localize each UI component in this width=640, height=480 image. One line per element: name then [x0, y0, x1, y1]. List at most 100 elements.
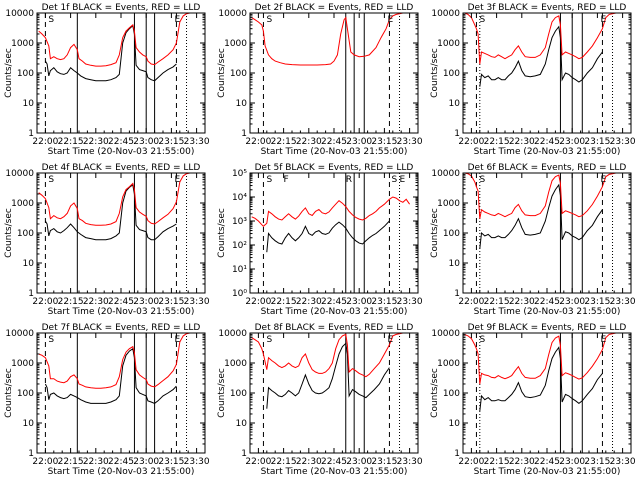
y-axis-label: Counts/sec: [4, 208, 14, 258]
plot-frame: [462, 12, 632, 134]
x-tick-label: 23:00: [559, 137, 585, 147]
detector-panel-6: Det 6f BLACK = Events, RED = LLD Start Ti…: [430, 163, 636, 317]
x-axis-label: Start Time (20-Nov-03 21:55:00): [48, 467, 195, 477]
plot-frame: [36, 172, 206, 294]
flag-marker: S: [266, 335, 272, 345]
y-tick-label: 10⁰: [232, 289, 247, 299]
flag-marker: E: [399, 175, 405, 185]
y-axis-label: Counts/sec: [4, 48, 14, 98]
x-tick-label: 23:30: [184, 457, 210, 467]
x-tick-label: 23:30: [184, 137, 210, 147]
x-tick-label: 22:15: [484, 297, 510, 307]
x-axis-label: Start Time (20-Nov-03 21:55:00): [261, 467, 408, 477]
y-tick-label: 10⁴: [232, 193, 247, 203]
x-tick-label: 23:00: [133, 297, 159, 307]
series-line-events: [44, 347, 177, 404]
y-tick-label: 100: [230, 69, 247, 79]
y-tick-label: 10: [23, 419, 35, 429]
y-tick-label: 10000: [5, 9, 34, 19]
series-line-lld: [251, 12, 404, 66]
panel-title: Det 2f BLACK = Events, RED = LLD: [255, 3, 414, 13]
x-tick-label: 23:15: [584, 137, 610, 147]
y-axis-label: Counts/sec: [430, 208, 440, 258]
x-tick-label: 22:45: [108, 137, 134, 147]
y-tick-label: 100: [17, 69, 34, 79]
detector-panel-9: Det 9f BLACK = Events, RED = LLD Start Ti…: [430, 323, 636, 477]
x-tick-label: 22:15: [58, 457, 84, 467]
x-axis-label: Start Time (20-Nov-03 21:55:00): [48, 307, 195, 317]
x-tick-label: 22:00: [32, 137, 58, 147]
y-tick-label: 10000: [5, 329, 34, 339]
x-tick-label: 22:00: [458, 297, 484, 307]
y-tick-label: 100: [17, 389, 34, 399]
y-tick-label: 10¹: [232, 265, 247, 275]
flag-marker: E: [601, 15, 607, 25]
x-tick-label: 22:30: [509, 297, 535, 307]
y-tick-label: 10000: [431, 9, 460, 19]
panel-title: Det 6f BLACK = Events, RED = LLD: [468, 163, 627, 173]
detector-panel-7: Det 7f BLACK = Events, RED = LLD Start Ti…: [4, 323, 210, 477]
flag-marker: S: [48, 15, 54, 25]
y-tick-label: 1000: [11, 359, 34, 369]
y-tick-label: 1: [454, 449, 460, 459]
x-tick-label: 22:45: [534, 297, 560, 307]
y-tick-label: 10000: [5, 169, 34, 179]
detector-panel-5: Det 5f BLACK = Events, RED = LLD Start Ti…: [217, 163, 423, 317]
x-tick-label: 22:00: [245, 137, 271, 147]
y-tick-label: 10²: [232, 241, 247, 251]
x-tick-label: 22:15: [271, 457, 297, 467]
x-tick-label: 22:00: [458, 137, 484, 147]
y-tick-label: 1: [28, 449, 34, 459]
y-axis-label: Counts/sec: [430, 48, 440, 98]
x-tick-label: 23:15: [371, 137, 397, 147]
y-tick-label: 10000: [431, 329, 460, 339]
y-tick-label: 1000: [224, 359, 247, 369]
panel-title: Det 5f BLACK = Events, RED = LLD: [255, 163, 414, 173]
x-tick-label: 22:15: [58, 137, 84, 147]
x-tick-label: 22:45: [108, 297, 134, 307]
y-tick-label: 1000: [437, 39, 460, 49]
y-tick-label: 10000: [431, 169, 460, 179]
x-tick-label: 22:30: [509, 457, 535, 467]
flag-marker: S: [479, 335, 485, 345]
x-tick-label: 22:15: [271, 297, 297, 307]
y-tick-label: 1: [28, 289, 34, 299]
x-tick-label: 22:00: [245, 297, 271, 307]
series-line-events: [266, 342, 390, 409]
series-line-lld: [464, 12, 617, 65]
x-tick-label: 23:30: [610, 457, 636, 467]
flag-marker: S: [266, 15, 272, 25]
x-tick-label: 22:30: [83, 137, 109, 147]
flag-marker: E: [388, 335, 394, 345]
y-tick-label: 10⁵: [232, 169, 247, 179]
x-axis-label: Start Time (20-Nov-03 21:55:00): [48, 147, 195, 157]
x-tick-label: 22:45: [534, 457, 560, 467]
x-tick-label: 22:30: [296, 137, 322, 147]
y-axis-label: Counts/sec: [4, 368, 14, 418]
x-tick-label: 23:15: [584, 457, 610, 467]
series-line-lld: [251, 332, 404, 378]
y-tick-label: 1000: [224, 39, 247, 49]
x-tick-label: 22:15: [484, 137, 510, 147]
y-tick-label: 10: [449, 259, 461, 269]
panel-title: Det 8f BLACK = Events, RED = LLD: [255, 323, 414, 333]
flag-marker: E: [175, 335, 181, 345]
x-tick-label: 22:15: [271, 137, 297, 147]
flag-marker: E: [601, 335, 607, 345]
x-tick-label: 23:15: [158, 457, 184, 467]
x-tick-label: 23:15: [371, 297, 397, 307]
x-tick-label: 22:45: [108, 457, 134, 467]
plot-frame: [249, 172, 419, 294]
series-line-lld: [38, 12, 191, 67]
x-tick-label: 23:00: [559, 457, 585, 467]
series-line-events: [479, 183, 603, 249]
y-tick-label: 1: [241, 129, 247, 139]
x-tick-label: 23:30: [184, 297, 210, 307]
x-tick-label: 22:30: [296, 457, 322, 467]
detector-panel-1: Det 1f BLACK = Events, RED = LLD Start Ti…: [4, 3, 210, 157]
x-axis-label: Start Time (20-Nov-03 21:55:00): [261, 307, 408, 317]
x-tick-label: 22:45: [321, 137, 347, 147]
y-tick-label: 1: [241, 449, 247, 459]
flag-marker: S: [266, 175, 272, 185]
